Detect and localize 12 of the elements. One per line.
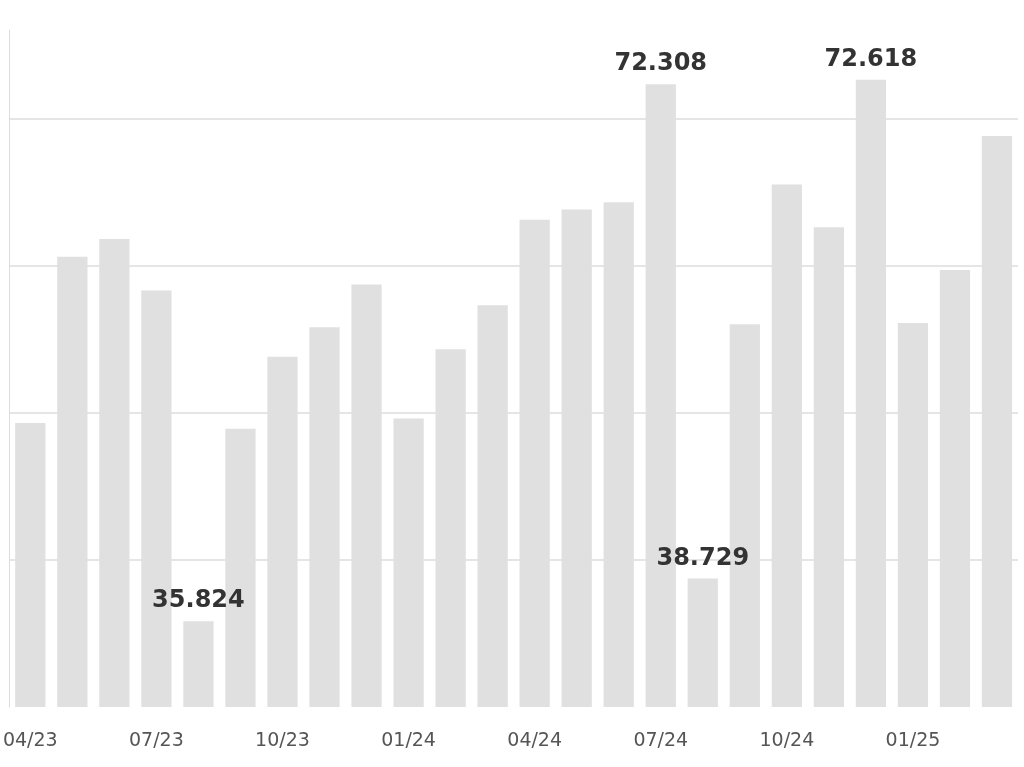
x-tick-label: 04/24 [507, 727, 563, 750]
x-tick-label: 01/25 [885, 727, 941, 750]
x-tick-label: 04/23 [2, 727, 58, 750]
x-tick-label: 07/23 [129, 727, 184, 750]
x-tick-label: 01/24 [381, 727, 436, 750]
x-tick-label: 10/24 [759, 727, 815, 750]
x-tick-label: 07/24 [633, 727, 689, 750]
data-label: 35.824 [152, 585, 245, 614]
data-label: 72.618 [824, 43, 918, 72]
data-label: 72.308 [614, 48, 708, 77]
data-label: 38.729 [656, 542, 750, 571]
x-tick-label: 10/23 [255, 727, 310, 750]
